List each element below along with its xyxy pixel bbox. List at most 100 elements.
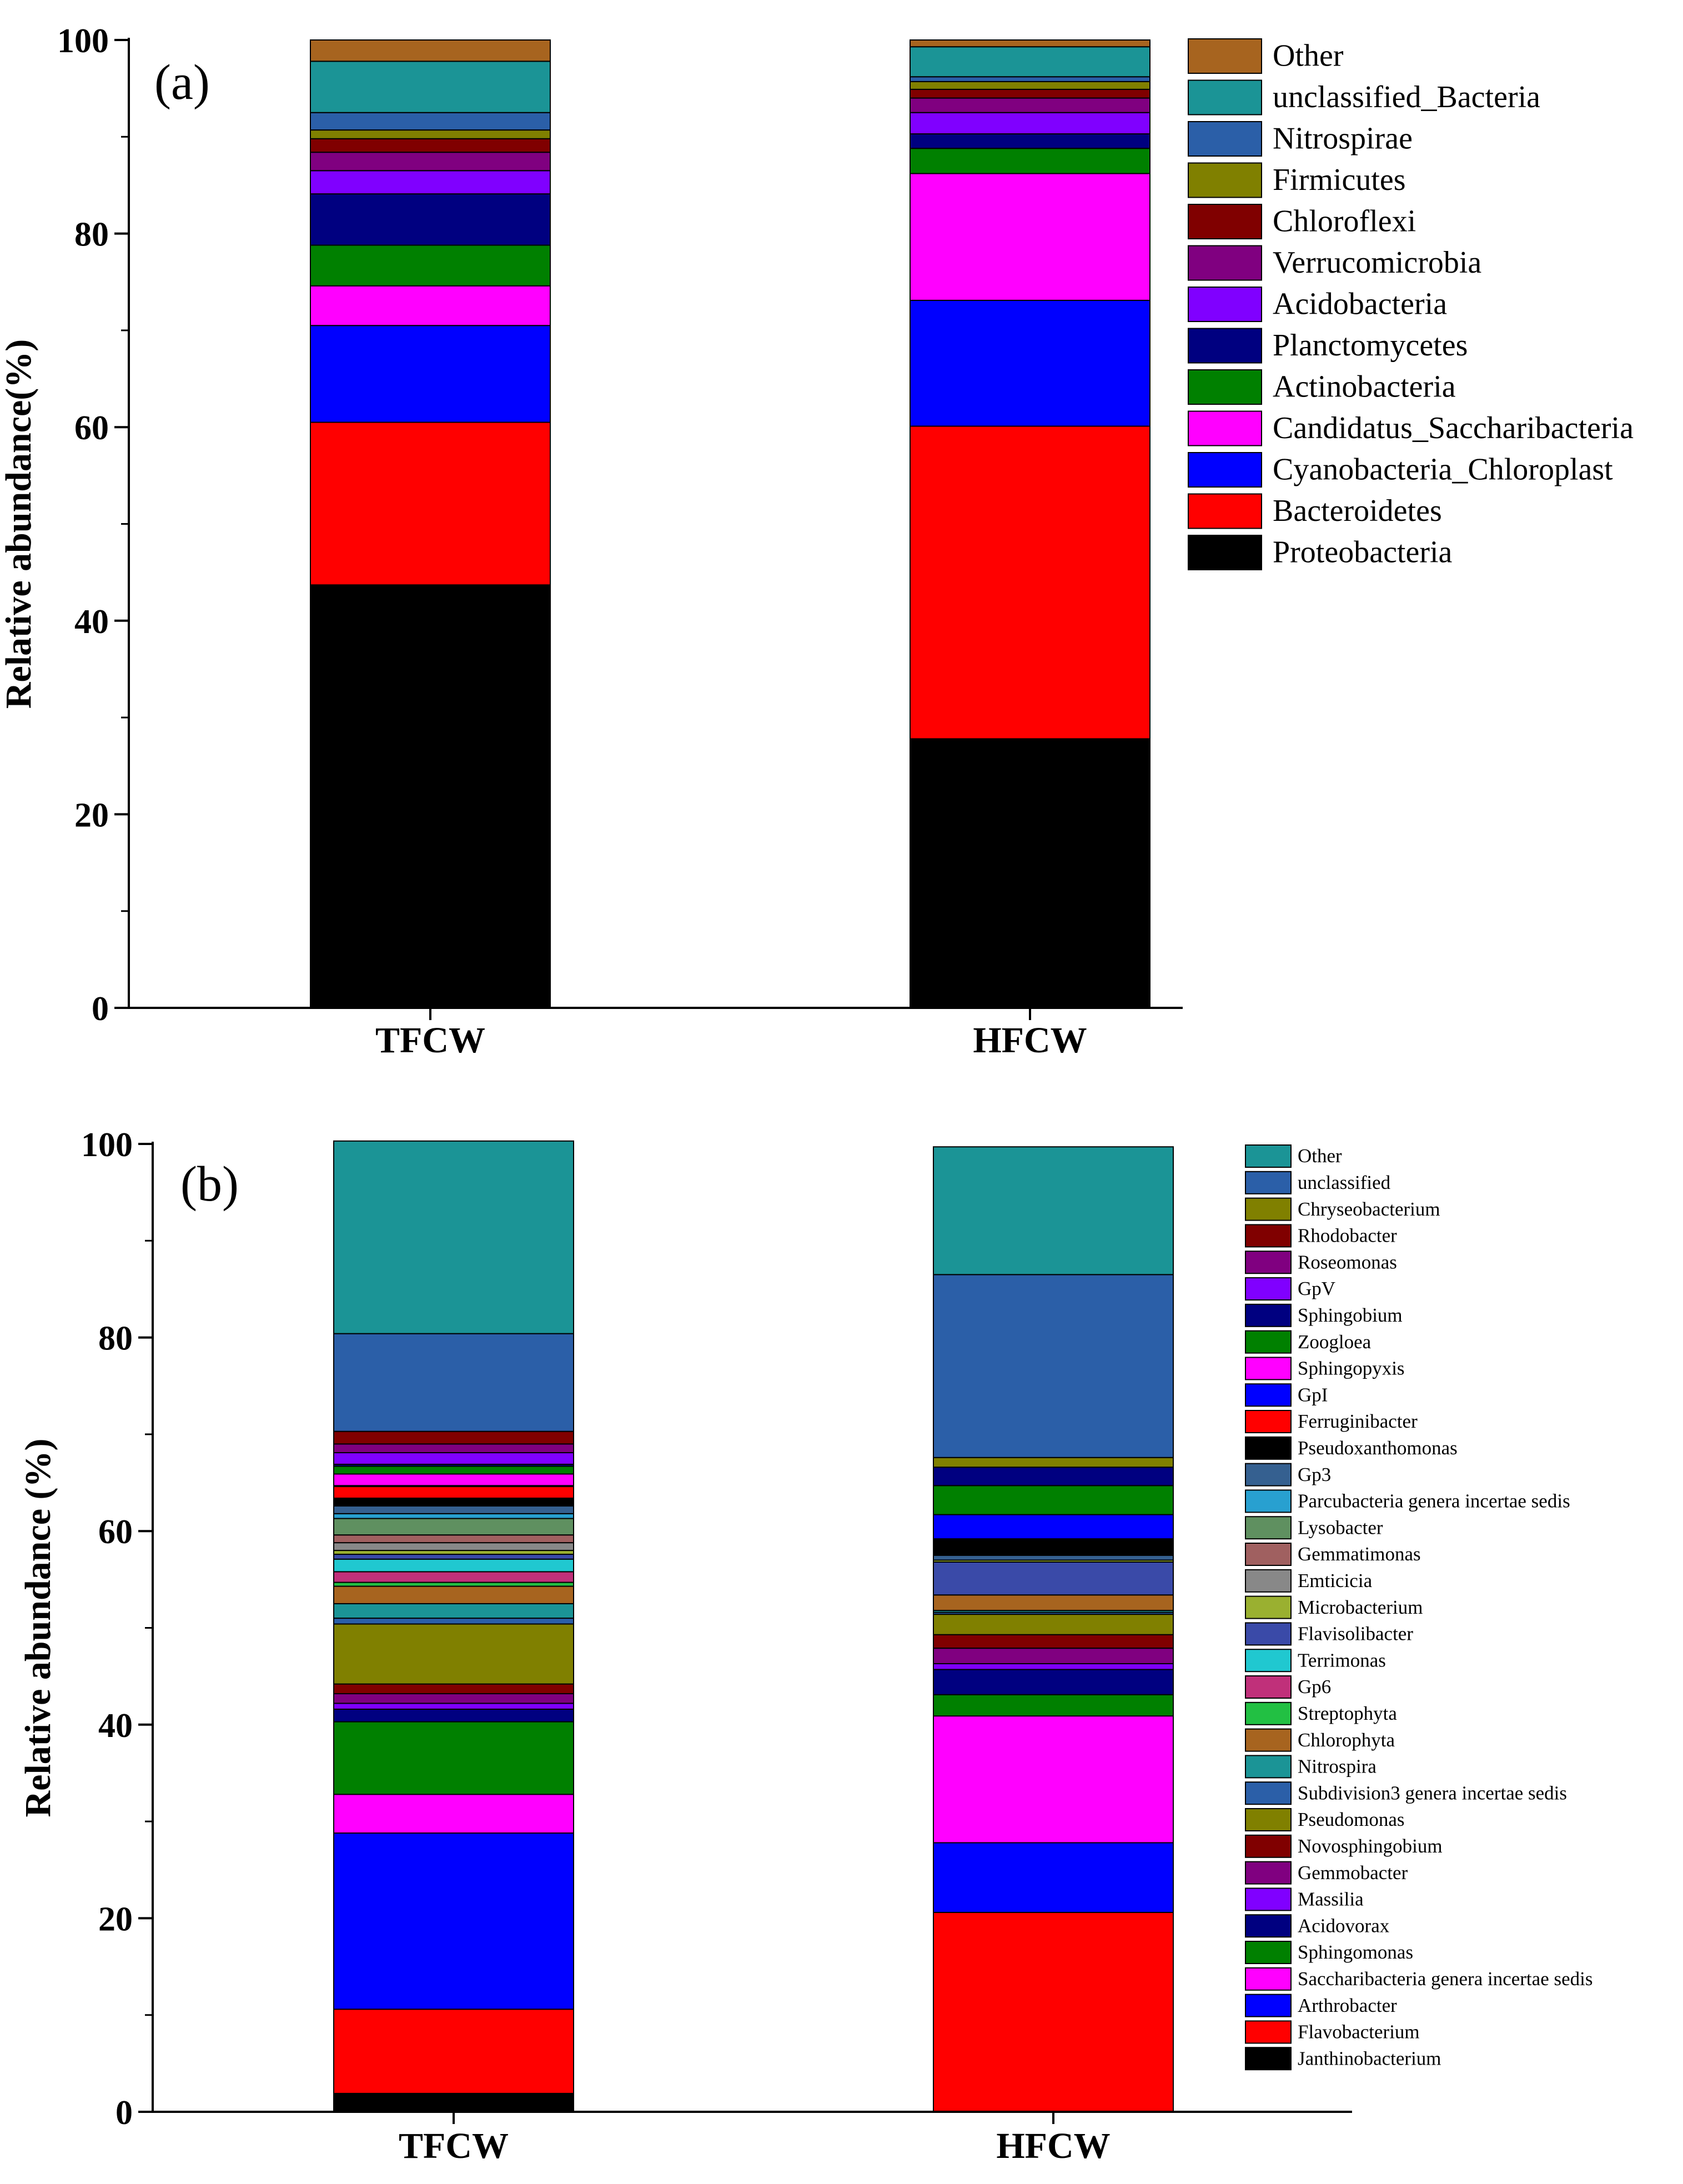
- bar-segment-hfcw-6: [933, 1663, 1174, 1670]
- legend-swatch: [1245, 1357, 1292, 1380]
- legend-swatch: [1245, 1967, 1292, 1991]
- bar-segment-hfcw-22: [933, 1554, 1174, 1561]
- x-tick-label: HFCW: [996, 2126, 1110, 2166]
- bar-segment-tfcw-7: [333, 1693, 574, 1704]
- bar-segment-tfcw-34: [333, 1140, 574, 1334]
- bar-segment-hfcw-8: [910, 88, 1151, 99]
- bar-segment-tfcw-10: [333, 1618, 574, 1625]
- x-tick-label: TFCW: [375, 1020, 485, 1061]
- legend-swatch: [1245, 1197, 1292, 1221]
- legend-swatch: [1245, 1330, 1292, 1354]
- legend-label: Gemmobacter: [1298, 1862, 1408, 1884]
- y-tick-label: 0: [115, 2094, 133, 2132]
- legend-swatch: [1245, 1144, 1292, 1168]
- bar-segment-tfcw-27: [333, 1465, 574, 1475]
- legend-label: unclassified: [1298, 1172, 1391, 1193]
- bar-segment-hfcw-2: [933, 1842, 1174, 1913]
- bar-segment-tfcw-14: [333, 1571, 574, 1583]
- legend-label: Flavobacterium: [1298, 2021, 1420, 2043]
- bar-segment-hfcw-11: [910, 46, 1151, 78]
- bar-segment-hfcw-10: [910, 76, 1151, 82]
- legend: Other unclassified_Bacteria Nitrospirae Fir…: [1188, 38, 1634, 570]
- legend-label: Gemmatimonas: [1298, 1543, 1421, 1565]
- y-tick-label: 80: [74, 216, 109, 254]
- legend-swatch: [1245, 1489, 1292, 1513]
- bar-segment-tfcw-13: [333, 1581, 574, 1587]
- legend-label: Ferruginibacter: [1298, 1410, 1418, 1432]
- legend-swatch: [1188, 452, 1262, 488]
- bar-segment-tfcw-8: [333, 1683, 574, 1695]
- chart-panel-b: TFCW HFCW 0 20 40 60 80 100 Relative abundance (…: [18, 1126, 1592, 2166]
- bar-segment-tfcw-17: [333, 1550, 574, 1555]
- bar-segment-tfcw-15: [333, 1558, 574, 1573]
- legend-label: Planctomycetes: [1273, 328, 1468, 363]
- legend-label: Flavisolibacter: [1298, 1623, 1413, 1645]
- legend-label: Novosphingobium: [1298, 1835, 1443, 1857]
- legend-label: Parcubacteria genera incertae sedis: [1298, 1490, 1570, 1512]
- bar-segment-tfcw-20: [333, 1518, 574, 1536]
- legend-swatch: [1245, 1463, 1292, 1487]
- bar-segment-hfcw-0: [910, 738, 1151, 1009]
- legend-swatch: [1188, 369, 1262, 405]
- y-tick-label: 20: [98, 1900, 133, 1938]
- legend-label: Acidobacteria: [1273, 287, 1447, 321]
- legend-label: Other: [1273, 38, 1344, 73]
- legend-swatch: [1245, 1436, 1292, 1460]
- legend-swatch: [1188, 493, 1262, 529]
- legend-swatch: [1245, 1861, 1292, 1885]
- legend-swatch: [1245, 1701, 1292, 1725]
- legend-label: Terrimonas: [1298, 1649, 1386, 1671]
- bar-segment-hfcw-8: [933, 1634, 1174, 1649]
- legend-label: Emticicia: [1298, 1570, 1373, 1591]
- legend-label: Nitrospirae: [1273, 121, 1413, 155]
- legend-swatch: [1245, 1569, 1292, 1593]
- legend-swatch: [1245, 1251, 1292, 1274]
- bar-segment-tfcw-4: [310, 244, 551, 287]
- x-tick-label: HFCW: [973, 1020, 1087, 1061]
- legend-label: Sphingobium: [1298, 1304, 1403, 1326]
- legend-swatch: [1188, 121, 1262, 157]
- bar-segment-tfcw-5: [333, 1708, 574, 1723]
- legend-label: Zoogloea: [1298, 1331, 1371, 1353]
- legend-swatch: [1245, 1755, 1292, 1779]
- bar-segment-tfcw-33: [333, 1333, 574, 1432]
- legend-label: Candidatus_Saccharibacteria: [1273, 411, 1634, 445]
- legend-swatch: [1188, 535, 1262, 570]
- bar-segment-hfcw-34: [933, 1146, 1174, 1276]
- bar-segment-tfcw-11: [333, 1603, 574, 1619]
- y-tick-label: 40: [74, 603, 109, 641]
- bar-segment-tfcw-6: [310, 170, 551, 195]
- panel-label: (b): [180, 1157, 239, 1212]
- bar-segment-hfcw-2: [910, 299, 1151, 427]
- legend-swatch: [1245, 1543, 1292, 1566]
- bar-segment-hfcw-4: [910, 148, 1151, 174]
- legend-swatch: [1245, 1383, 1292, 1407]
- bar-segment-hfcw-28: [933, 1467, 1174, 1487]
- bar-segment-tfcw-1: [333, 2009, 574, 2094]
- bar-segment-tfcw-2: [333, 1832, 574, 2010]
- legend-label: Lysobacter: [1298, 1517, 1383, 1538]
- legend-swatch: [1245, 2020, 1292, 2044]
- legend-label: Chryseobacterium: [1298, 1198, 1440, 1220]
- bar-segment-tfcw-0: [333, 2092, 574, 2113]
- legend-label: Rhodobacter: [1298, 1225, 1397, 1247]
- bar-segment-tfcw-9: [333, 1623, 574, 1685]
- legend-label: Subdivision3 genera incertae sedis: [1298, 1782, 1567, 1804]
- bar-segment-hfcw-5: [933, 1669, 1174, 1695]
- legend-label: Microbacterium: [1298, 1596, 1423, 1618]
- legend-swatch: [1245, 1728, 1292, 1752]
- legend-label: Janthinobacterium: [1298, 2047, 1441, 2069]
- legend-label: Pseudoxanthomonas: [1298, 1437, 1458, 1459]
- legend-label: Gp6: [1298, 1676, 1331, 1698]
- legend-swatch: [1245, 1649, 1292, 1673]
- bar-segment-tfcw-31: [333, 1430, 574, 1445]
- bar-segment-hfcw-27: [933, 1485, 1174, 1515]
- legend-swatch: [1245, 2047, 1292, 2071]
- bar-segment-tfcw-26: [333, 1473, 574, 1487]
- bar-segment-hfcw-4: [933, 1694, 1174, 1717]
- legend-label: Saccharibacteria genera incertae sedis: [1298, 1968, 1592, 1990]
- legend-swatch: [1245, 1224, 1292, 1248]
- bar-segment-hfcw-7: [910, 97, 1151, 113]
- legend-swatch: [1188, 162, 1262, 198]
- legend-label: Streptophyta: [1298, 1703, 1397, 1724]
